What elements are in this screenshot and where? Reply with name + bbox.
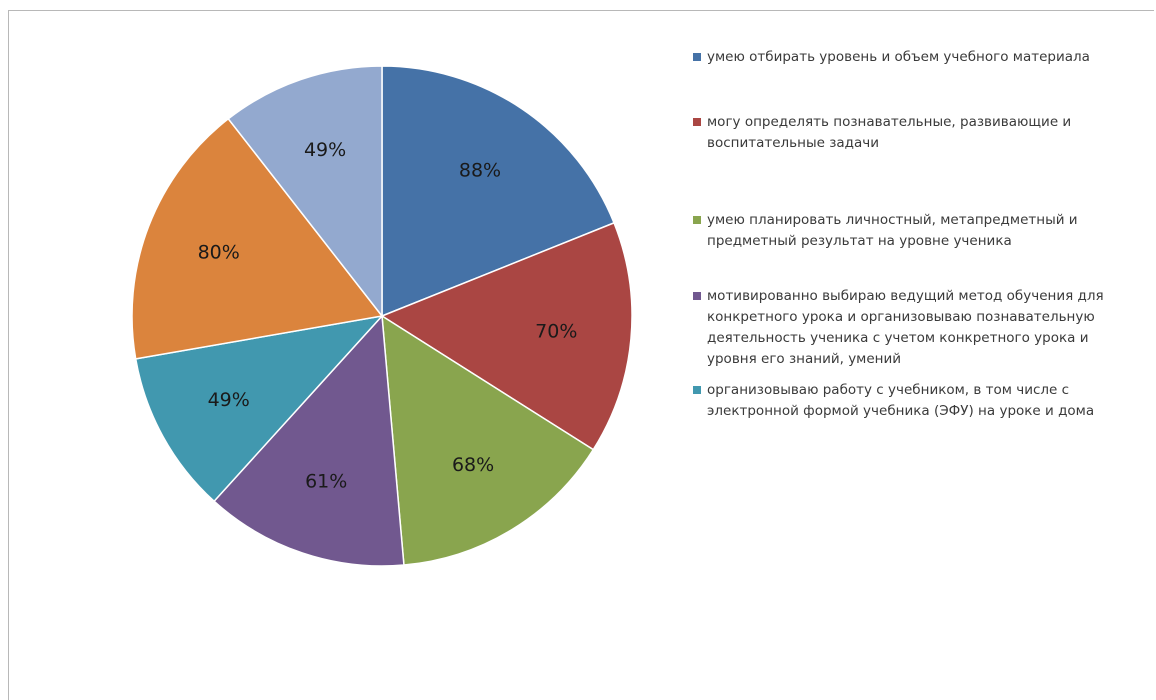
slice-label-1: 70% [535,320,577,342]
chart-frame: 88% 70% 68% 61% 49% 80% 49% умею отбирать уров… [8,10,1154,700]
slice-label-4: 49% [208,389,250,411]
slice-label-0: 88% [459,160,501,182]
legend-swatch [693,118,701,126]
pie-slice-4 [134,314,385,503]
legend-swatch [693,216,701,224]
pie-slice-2 [381,314,595,566]
legend-item: могу определять познавательные, развиваю… [687,112,1127,154]
legend-item: умею отбирать уровень и объем учебного м… [687,47,1127,68]
legend-item-text: организовываю работу с учебником, в том … [707,382,1095,419]
legend-swatch [693,53,701,61]
legend-item: мотивированно выбираю ведущий метод обуч… [687,286,1127,370]
slice-label-2: 68% [452,454,494,476]
pie-slices [131,65,633,567]
legend-swatch [693,292,701,300]
legend-swatch [693,386,701,394]
slice-label-6: 49% [304,139,346,161]
pie-slice-0 [381,65,615,318]
pie-slice-1 [380,221,633,451]
pie-slice-3 [213,314,405,567]
legend: умею отбирать уровень и объем учебного м… [687,47,1127,422]
pie-slice-5 [131,117,384,360]
pie-labels: 88% 70% 68% 61% 49% 80% 49% [198,139,578,492]
legend-item: умею планировать личностный, метапредмет… [687,210,1127,252]
slice-label-5: 80% [198,242,240,264]
pie-slice-6 [227,65,383,319]
slice-label-3: 61% [305,470,347,492]
legend-item-text: могу определять познавательные, развиваю… [707,114,1072,151]
legend-item-text: умею планировать личностный, метапредмет… [707,212,1078,249]
legend-item: организовываю работу с учебником, в том … [687,380,1127,422]
pie-chart: 88% 70% 68% 61% 49% 80% 49% [131,65,633,567]
legend-item-text: умею отбирать уровень и объем учебного м… [707,49,1090,65]
legend-item-text: мотивированно выбираю ведущий метод обуч… [707,288,1104,367]
